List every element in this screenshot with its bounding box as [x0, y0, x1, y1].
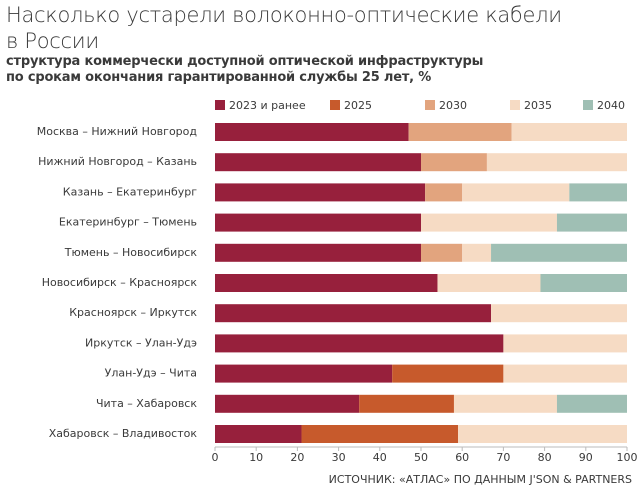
bar-segment: [215, 243, 421, 262]
bar-segment: [408, 123, 512, 141]
bar-segment: [421, 153, 487, 172]
bar-segment: [425, 183, 463, 202]
x-tick-label: 10: [249, 451, 263, 464]
bar-segment: [215, 123, 409, 141]
legend-label: 2040: [597, 99, 625, 112]
y-tick-label: Иркутск – Улан-Удэ: [85, 336, 197, 349]
legend-swatch: [510, 100, 520, 110]
y-tick-label: Красноярск – Иркутск: [69, 306, 197, 319]
bar-segment: [556, 213, 627, 232]
legend-label: 2035: [524, 99, 552, 112]
x-tick-label: 90: [579, 451, 593, 464]
bar-segment: [503, 334, 627, 353]
bar-segment: [301, 425, 459, 443]
bar-segment: [215, 183, 426, 202]
y-tick-label: Москва – Нижний Новгород: [37, 125, 198, 138]
x-tick-label: 30: [332, 451, 346, 464]
bar-segment: [421, 243, 463, 262]
x-tick-label: 0: [212, 451, 219, 464]
bar-segment: [215, 213, 421, 232]
legend-swatch: [425, 100, 435, 110]
legend-swatch: [330, 100, 340, 110]
bar-segment: [491, 304, 627, 323]
legend-label: 2030: [439, 99, 467, 112]
bar-segment: [359, 394, 454, 413]
x-tick-label: 80: [538, 451, 552, 464]
x-tick-label: 100: [617, 451, 638, 464]
x-tick-label: 40: [373, 451, 387, 464]
bar-segment: [215, 304, 492, 323]
bar-segment: [215, 153, 421, 172]
y-tick-label: Тюмень – Новосибирск: [64, 246, 198, 259]
legend-label: 2025: [344, 99, 372, 112]
bar-segment: [392, 364, 504, 383]
y-tick-label: Казань – Екатеринбург: [63, 185, 197, 198]
bar-segment: [421, 213, 557, 232]
bar-segment: [540, 274, 627, 292]
bar-segment: [437, 274, 541, 292]
bar-segment: [511, 123, 627, 141]
bar-segment: [215, 334, 504, 353]
bar-segment: [462, 183, 570, 202]
y-tick-label: Хабаровск – Владивосток: [49, 427, 198, 440]
bar-segment: [569, 183, 627, 202]
bar-segment: [215, 425, 302, 443]
y-tick-label: Улан-Удэ – Чита: [105, 367, 197, 380]
x-tick-label: 70: [496, 451, 510, 464]
y-tick-label: Нижний Новгород – Казань: [38, 155, 197, 168]
bar-segment: [453, 394, 557, 413]
bar-segment: [462, 243, 492, 262]
bar-segment: [215, 274, 438, 292]
y-tick-label: Новосибирск – Красноярск: [42, 276, 198, 289]
x-tick-label: 50: [414, 451, 428, 464]
bar-segment: [491, 243, 627, 262]
chart-subtitle: структура коммерчески доступной оптическ…: [6, 54, 484, 85]
y-tick-label: Чита – Хабаровск: [96, 397, 197, 410]
legend-swatch: [215, 100, 225, 110]
legend-swatch: [583, 100, 593, 110]
y-tick-label: Екатеринбург – Тюмень: [59, 216, 197, 229]
legend-label: 2023 и ранее: [229, 99, 306, 112]
x-tick-label: 60: [455, 451, 469, 464]
bar-segment: [215, 364, 393, 383]
source-note: ИСТОЧНИК: «АТЛАС» ПО ДАННЫМ J'SON & PART…: [329, 473, 632, 486]
bar-segment: [556, 394, 627, 413]
x-tick-label: 20: [290, 451, 304, 464]
bar-segment: [503, 364, 627, 383]
chart-title: Насколько устарели волоконно-оптические …: [6, 3, 562, 53]
bar-segment: [458, 425, 627, 443]
bar-segment: [486, 153, 627, 172]
bar-segment: [215, 394, 360, 413]
